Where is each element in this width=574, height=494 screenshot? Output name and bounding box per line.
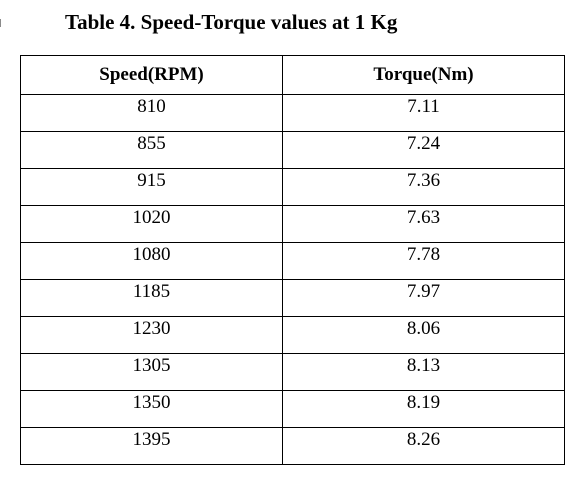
table-row: 1305 8.13: [20, 353, 565, 391]
table-row: 1080 7.78: [20, 242, 565, 280]
table-row: 1395 8.26: [20, 427, 565, 465]
page-edge-mark: [0, 19, 1, 27]
torque-cell: 7.63: [282, 205, 565, 243]
header-torque: Torque(Nm): [282, 55, 565, 95]
speed-cell: 915: [20, 168, 283, 206]
speed-cell: 1350: [20, 390, 283, 428]
torque-cell: 7.11: [282, 94, 565, 132]
table-row: 1350 8.19: [20, 390, 565, 428]
speed-cell: 1185: [20, 279, 283, 317]
table-row: 855 7.24: [20, 131, 565, 169]
speed-cell: 1395: [20, 427, 283, 465]
torque-cell: 8.06: [282, 316, 565, 354]
torque-cell: 8.13: [282, 353, 565, 391]
speed-cell: 855: [20, 131, 283, 169]
table-caption: Table 4. Speed-Torque values at 1 Kg: [65, 10, 398, 34]
table-row: 1230 8.06: [20, 316, 565, 354]
speed-cell: 1020: [20, 205, 283, 243]
torque-cell: 7.24: [282, 131, 565, 169]
torque-cell: 8.26: [282, 427, 565, 465]
table-row: 915 7.36: [20, 168, 565, 206]
speed-cell: 1080: [20, 242, 283, 280]
header-speed: Speed(RPM): [20, 55, 283, 95]
speed-cell: 1230: [20, 316, 283, 354]
torque-cell: 7.36: [282, 168, 565, 206]
table-row: 1020 7.63: [20, 205, 565, 243]
speed-torque-table: Speed(RPM) Torque(Nm) 810 7.11 855 7.24 …: [20, 55, 565, 465]
speed-cell: 810: [20, 94, 283, 132]
torque-cell: 7.97: [282, 279, 565, 317]
table-row: 1185 7.97: [20, 279, 565, 317]
torque-cell: 8.19: [282, 390, 565, 428]
table-header-row: Speed(RPM) Torque(Nm): [20, 55, 565, 95]
speed-cell: 1305: [20, 353, 283, 391]
torque-cell: 7.78: [282, 242, 565, 280]
table-row: 810 7.11: [20, 94, 565, 132]
